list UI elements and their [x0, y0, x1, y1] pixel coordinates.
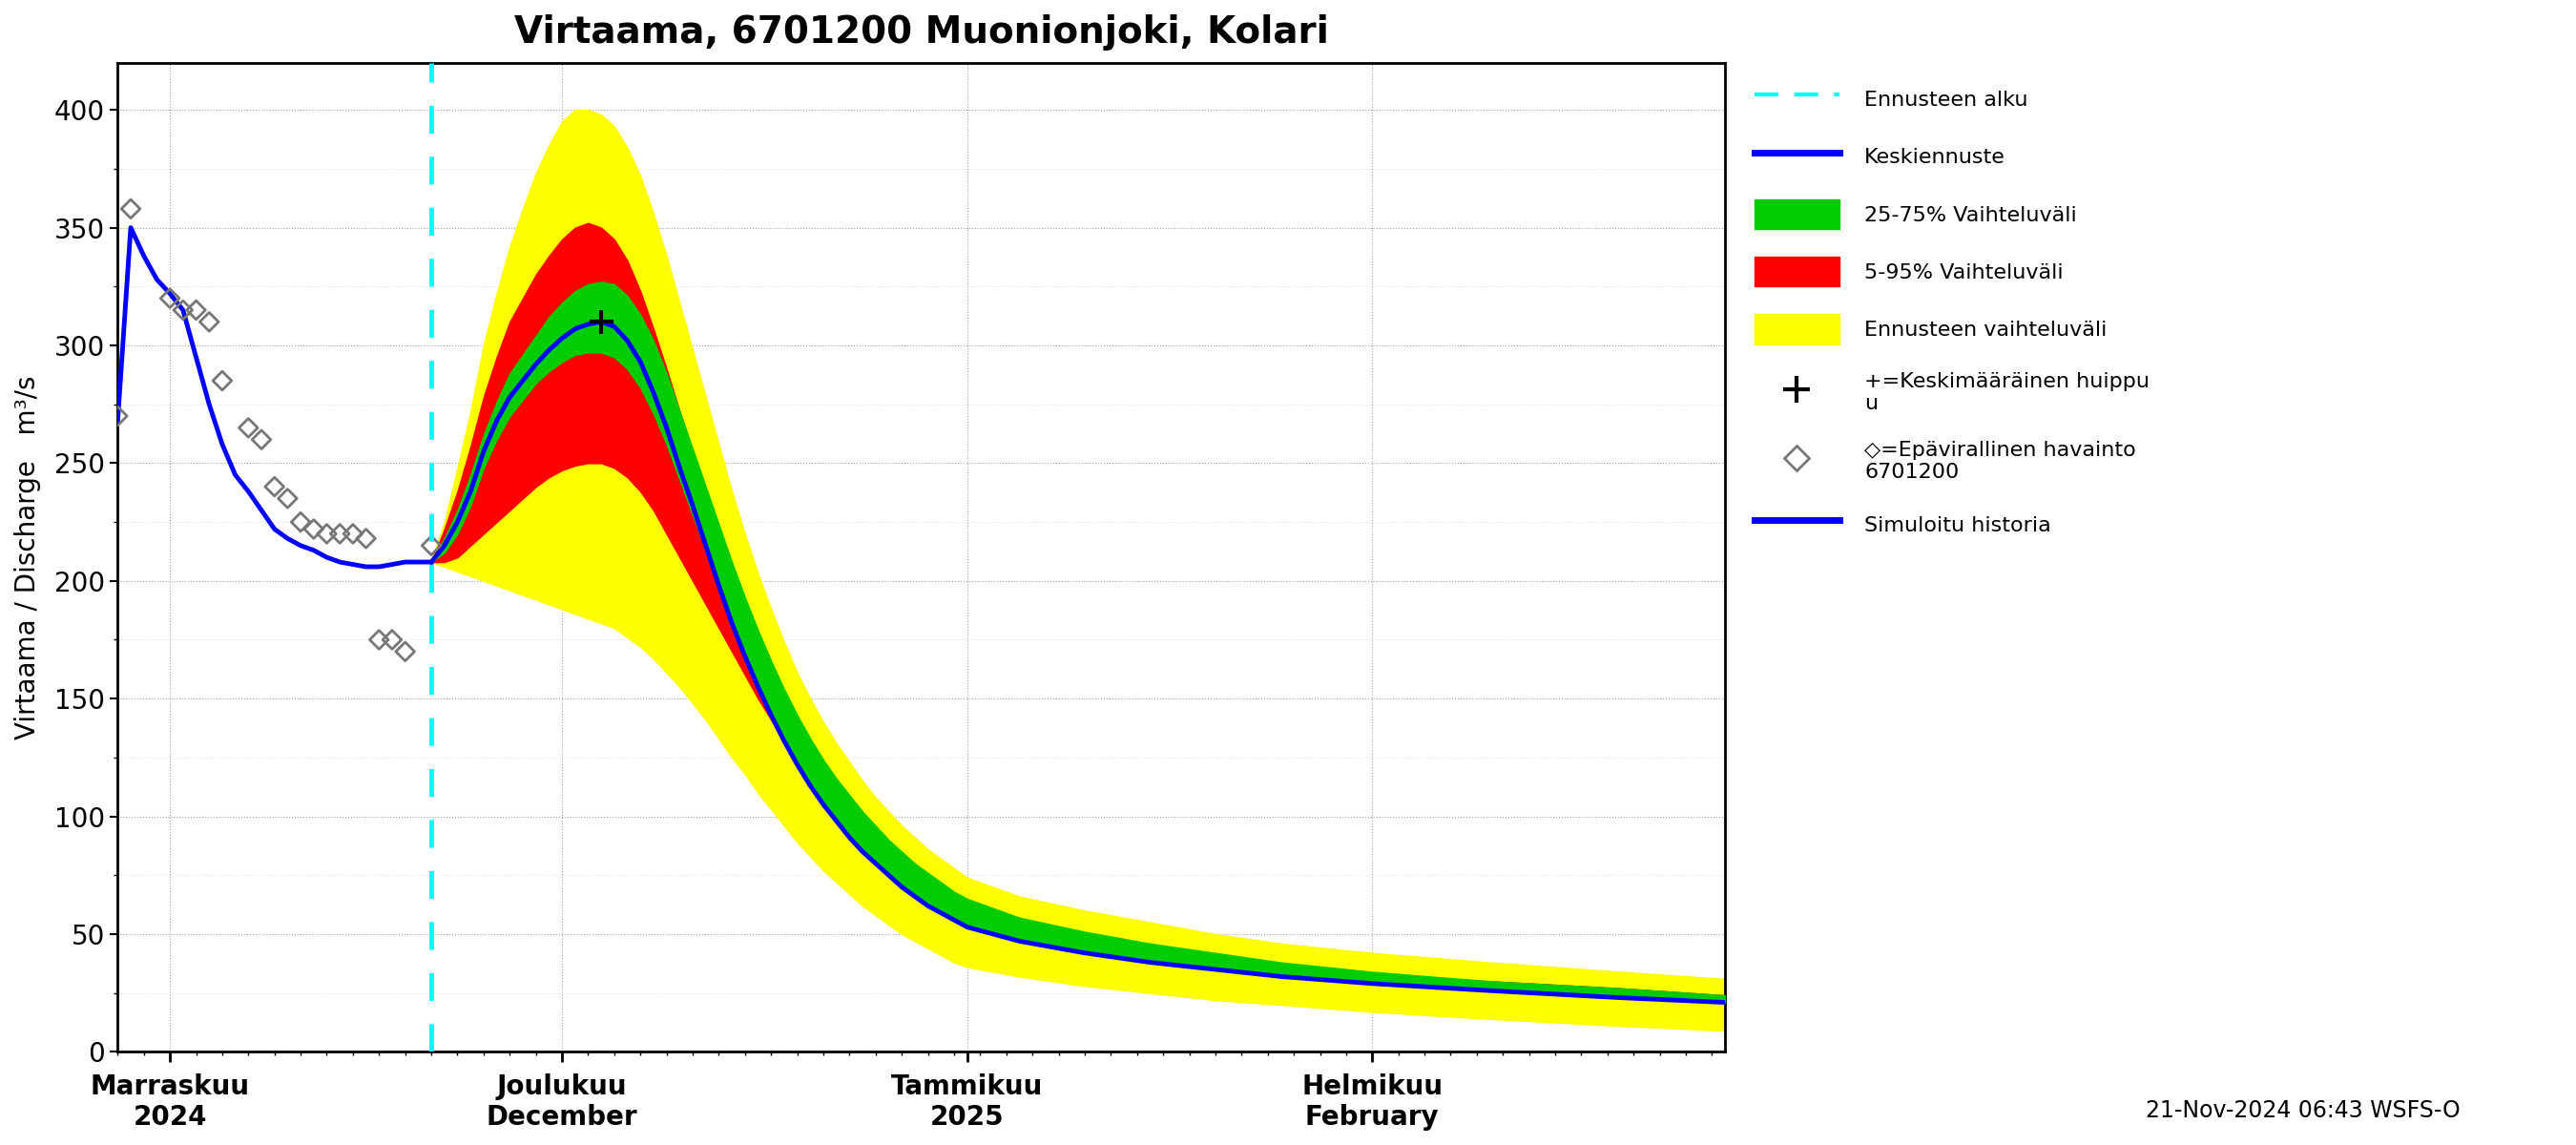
Point: [307, 524, 348, 543]
Point: [294, 520, 335, 538]
Point: [149, 290, 191, 308]
Y-axis label: Virtaama / Discharge   m³/s: Virtaama / Discharge m³/s: [15, 376, 41, 740]
Point: [410, 536, 451, 554]
Title: Virtaama, 6701200 Muonionjoki, Kolari: Virtaama, 6701200 Muonionjoki, Kolari: [515, 14, 1329, 50]
Point: [281, 513, 322, 531]
Point: [188, 313, 229, 331]
Point: [201, 372, 242, 390]
Point: [358, 631, 399, 649]
Point: [345, 529, 386, 547]
Point: [371, 631, 412, 649]
Point: [319, 524, 361, 543]
Point: [255, 477, 296, 496]
Point: [268, 489, 309, 507]
Point: [98, 406, 139, 425]
Point: [175, 301, 216, 319]
Point: [162, 301, 204, 319]
Legend: Ennusteen alku, Keskiennuste, 25-75% Vaihteluväli, 5-95% Vaihteluväli, Ennusteen: Ennusteen alku, Keskiennuste, 25-75% Vai…: [1744, 73, 2161, 550]
Point: [240, 431, 281, 449]
Text: 21-Nov-2024 06:43 WSFS-O: 21-Nov-2024 06:43 WSFS-O: [2146, 1099, 2460, 1122]
Point: [111, 199, 152, 218]
Point: [227, 419, 268, 437]
Point: [384, 642, 425, 661]
Point: [332, 524, 374, 543]
